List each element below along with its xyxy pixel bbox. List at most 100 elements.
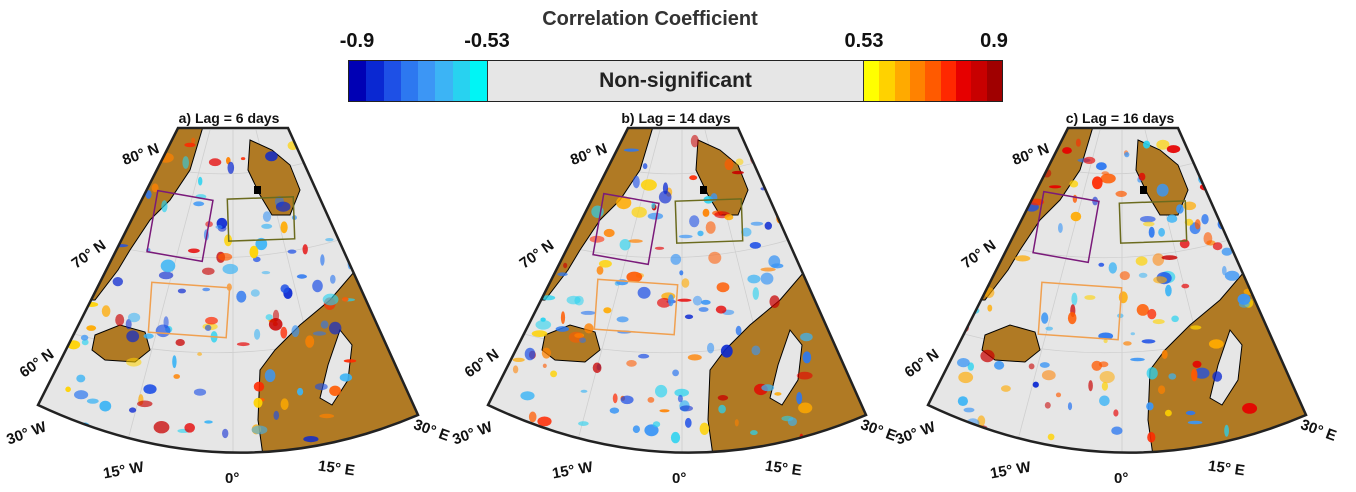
correlation-patch <box>716 282 730 293</box>
correlation-patch <box>578 421 589 426</box>
correlation-patch <box>338 214 354 225</box>
correlation-patch <box>250 289 260 297</box>
correlation-patch <box>184 423 195 433</box>
correlation-patch <box>517 183 525 194</box>
panel-title-a: a) Lag = 6 days <box>178 110 280 126</box>
correlation-patch <box>197 352 203 356</box>
correlation-patch <box>670 431 681 444</box>
correlation-patch <box>1153 276 1167 284</box>
correlation-patch <box>531 330 548 337</box>
correlation-patch <box>620 395 634 405</box>
correlation-patch <box>512 365 519 374</box>
correlation-patch <box>1237 235 1246 240</box>
correlation-patch <box>1205 174 1220 181</box>
correlation-patch <box>280 398 289 411</box>
correlation-patch <box>1123 341 1132 346</box>
correlation-patch <box>265 314 273 321</box>
correlation-patch <box>692 295 703 306</box>
correlation-patch <box>1092 176 1103 190</box>
correlation-patch <box>312 331 327 336</box>
correlation-patch <box>957 358 970 368</box>
region-box-purple <box>592 192 660 266</box>
correlation-patch <box>654 246 665 250</box>
correlation-patch <box>1221 247 1233 256</box>
colorbar-tick-neg-053: -0.53 <box>464 30 510 52</box>
correlation-patch <box>1211 169 1217 182</box>
correlation-patch <box>679 405 694 412</box>
correlation-patch <box>731 170 744 175</box>
correlation-patch <box>556 144 569 149</box>
colorbar-negative-segment <box>349 61 487 101</box>
correlation-patch <box>208 158 222 167</box>
correlation-patch <box>1161 255 1178 260</box>
correlation-patch <box>616 196 632 210</box>
correlation-patch <box>112 277 124 287</box>
correlation-patch <box>329 321 342 335</box>
correlation-patch <box>343 198 358 207</box>
correlation-patch <box>720 344 733 358</box>
correlation-patch <box>747 274 761 284</box>
correlation-patch <box>342 297 349 302</box>
correlation-patch <box>163 316 169 329</box>
correlation-patch <box>204 324 212 331</box>
correlation-patch <box>592 362 602 374</box>
correlation-patch <box>202 287 211 292</box>
correlation-patch <box>76 218 87 227</box>
correlation-patch <box>76 374 86 383</box>
correlation-patch <box>315 145 327 156</box>
correlation-patch <box>1124 152 1130 158</box>
map-panel-b <box>486 126 868 454</box>
correlation-patch <box>724 158 734 171</box>
correlation-patch <box>254 328 261 340</box>
correlation-patch <box>1191 368 1198 382</box>
correlation-patch <box>1190 325 1202 330</box>
correlation-patch <box>699 422 710 435</box>
baltic-sea <box>1209 328 1243 406</box>
colorbar-neg-cell-1 <box>366 61 384 101</box>
correlation-patch <box>349 144 363 155</box>
correlation-patch <box>557 183 565 194</box>
correlation-patch <box>1044 402 1051 409</box>
correlation-patch <box>973 287 982 292</box>
correlation-patch <box>137 400 153 408</box>
correlation-patch <box>1099 395 1110 407</box>
correlation-patch <box>182 156 189 169</box>
correlation-patch <box>1184 218 1194 226</box>
correlation-patch <box>1062 147 1072 154</box>
map-panel-a <box>36 126 420 454</box>
correlation-patch <box>541 347 552 359</box>
correlation-patch <box>99 400 112 412</box>
correlation-patch <box>172 355 177 369</box>
correlation-patch <box>1201 214 1209 225</box>
correlation-patch <box>1135 256 1148 266</box>
correlation-patch <box>503 299 520 303</box>
correlation-patch <box>659 409 670 413</box>
correlation-patch <box>325 191 334 203</box>
correlation-patch <box>1146 367 1158 380</box>
correlation-patch <box>700 299 711 305</box>
correlation-patch <box>253 381 265 392</box>
correlation-patch <box>963 407 975 413</box>
correlation-patch <box>204 420 213 424</box>
correlation-patch <box>1152 319 1165 325</box>
map-frame <box>486 126 868 454</box>
correlation-patch <box>769 295 780 308</box>
correlation-patch <box>1058 223 1063 233</box>
correlation-patch <box>708 251 722 264</box>
correlation-patch <box>339 373 353 382</box>
correlation-patch <box>1031 180 1037 188</box>
correlation-patch <box>619 239 631 251</box>
correlation-patch <box>968 233 978 244</box>
correlation-patch <box>153 421 170 434</box>
correlation-patch <box>1216 196 1227 203</box>
correlation-patch <box>70 314 78 318</box>
correlation-patch <box>91 176 106 189</box>
correlation-patch <box>90 264 106 272</box>
correlation-patch <box>715 305 727 314</box>
correlation-patch <box>261 223 273 229</box>
correlation-patch <box>672 369 679 377</box>
correlation-patch <box>678 234 693 239</box>
correlation-patch <box>188 248 200 254</box>
correlation-patch <box>1113 409 1119 417</box>
correlation-patch <box>1240 210 1249 220</box>
